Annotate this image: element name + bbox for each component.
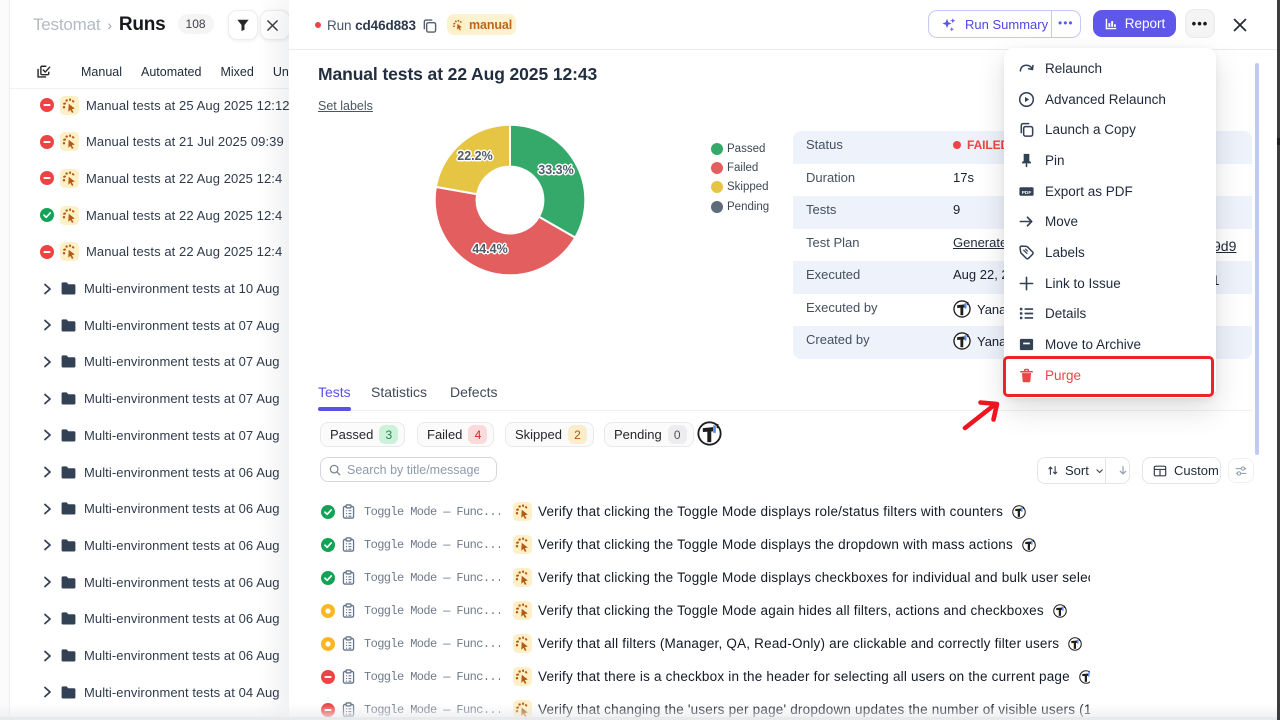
svg-text:PDF: PDF: [1022, 189, 1032, 195]
